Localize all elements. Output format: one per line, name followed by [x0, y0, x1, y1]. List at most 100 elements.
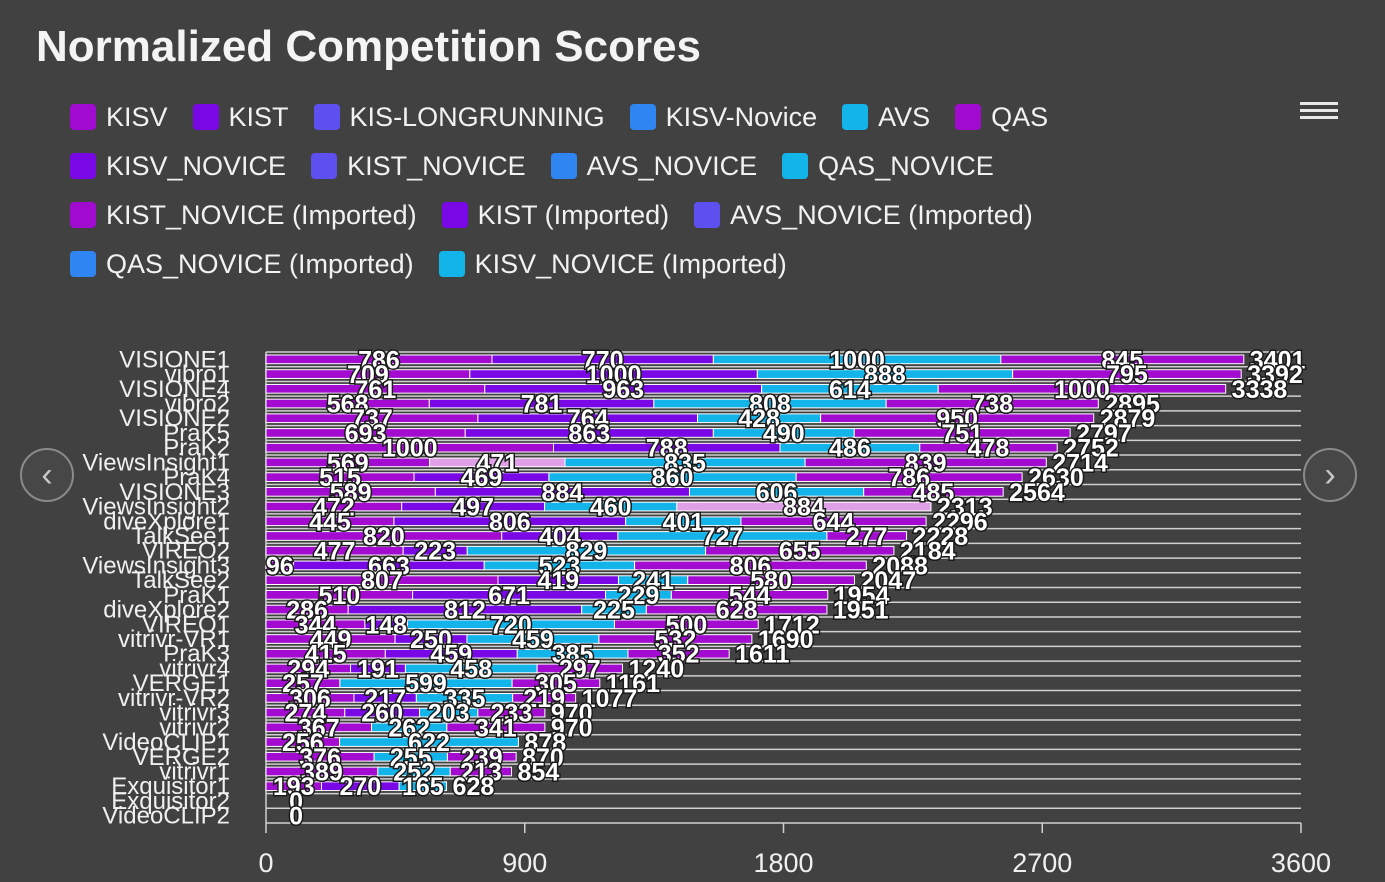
segment-value-label: 860	[652, 464, 694, 492]
segment-value-label: 213	[460, 758, 502, 786]
legend-item[interactable]: KIST_NOVICE	[311, 151, 526, 181]
x-tick-label: 3600	[1271, 848, 1331, 878]
legend-item[interactable]: KIST	[192, 102, 289, 132]
category-label: Exquisitor1	[111, 773, 230, 800]
legend-item[interactable]: KIST (Imported)	[441, 200, 669, 230]
segment-value-label: 352	[658, 641, 700, 669]
segment-value-label: 820	[363, 523, 405, 551]
legend-item[interactable]: KISV-Novice	[629, 102, 817, 132]
segment-value-label: 404	[539, 523, 581, 551]
category-label: VideoCLIP2	[102, 803, 230, 830]
segment-value-label: 252	[393, 758, 435, 786]
legend-swatch	[438, 251, 465, 277]
segment-value-label: 385	[552, 641, 594, 669]
legend-item[interactable]: KISV	[70, 102, 168, 132]
bar-segment	[863, 486, 1004, 497]
x-tick-label: 1800	[753, 848, 813, 878]
segment-value-label: 255	[390, 744, 432, 772]
legend-item[interactable]: KIST_NOVICE (Imported)	[70, 200, 417, 230]
category-label: VIREO1	[142, 611, 230, 638]
legend-item[interactable]: AVS_NOVICE	[550, 151, 757, 181]
segment-value-label: 781	[521, 391, 563, 419]
segment-value-label: 477	[314, 538, 356, 566]
segment-value-label: 500	[665, 611, 707, 639]
segment-value-label: 580	[750, 567, 792, 595]
segment-value-label: 709	[347, 361, 389, 389]
legend-swatch	[629, 104, 656, 130]
legend-swatch	[70, 251, 96, 277]
legend-item[interactable]: QAS_NOVICE (Imported)	[70, 249, 414, 279]
bar-segment	[613, 619, 759, 630]
segment-value-label: 770	[582, 346, 624, 374]
segment-value-label: 260	[361, 700, 403, 728]
legend-swatch	[441, 202, 468, 228]
segment-value-label: 257	[282, 670, 324, 698]
bar-segment	[398, 781, 448, 792]
segment-value-label: 148	[365, 611, 407, 639]
segment-value-label: 223	[414, 538, 456, 566]
legend-label: QAS	[991, 101, 1049, 132]
category-label: VISIONE4	[119, 376, 230, 403]
bar-segment	[536, 663, 623, 674]
segment-value-label: 165	[402, 773, 444, 801]
segment-value-label: 367	[298, 714, 340, 742]
bar-segment	[853, 428, 1071, 438]
total-value-label: 2047	[861, 567, 917, 595]
legend-item[interactable]: KISV_NOVICE (Imported)	[438, 249, 787, 279]
chevron-left-icon: ‹	[41, 455, 53, 494]
bar-segment	[339, 737, 519, 747]
category-label: PraK1	[163, 582, 230, 609]
total-value-label: 3338	[1232, 376, 1288, 404]
segment-value-label: 515	[319, 464, 361, 492]
total-value-label: 870	[522, 744, 564, 772]
segment-value-label: 256	[282, 729, 324, 757]
total-value-label: 628	[453, 773, 495, 801]
x-tick-label: 0	[258, 848, 273, 878]
legend-item[interactable]: AVS	[842, 102, 930, 132]
total-value-label: 2797	[1076, 420, 1132, 448]
legend-item[interactable]: KISV_NOVICE	[70, 151, 286, 181]
legend-item[interactable]: QAS	[955, 102, 1048, 132]
hamburger-menu-icon[interactable]	[1300, 98, 1338, 128]
segment-value-label: 471	[476, 449, 518, 477]
legend-swatch	[955, 104, 982, 130]
segment-value-label: 459	[512, 626, 554, 654]
segment-value-label: 764	[567, 405, 609, 433]
legend-label: KIST_NOVICE	[347, 150, 526, 181]
total-value-label: 0	[289, 803, 303, 831]
total-value-label: 2895	[1104, 391, 1160, 419]
segment-value-label: 835	[664, 449, 706, 477]
segment-value-label: 469	[461, 464, 503, 492]
segment-value-label: 286	[286, 597, 328, 625]
segment-value-label: 786	[888, 464, 930, 492]
category-label: diveXplore2	[103, 597, 230, 624]
segment-value-label: 419	[537, 567, 579, 595]
segment-value-label: 589	[330, 479, 372, 507]
segment-value-label: 808	[749, 391, 791, 419]
row-lines	[265, 351, 1301, 824]
total-value-label: 2564	[1009, 479, 1065, 507]
prev-button[interactable]: ‹	[20, 448, 74, 502]
next-button[interactable]: ›	[1303, 448, 1357, 502]
segment-value-label: 751	[941, 420, 983, 448]
total-value-label: 2313	[937, 494, 993, 522]
segment-value-label: 963	[602, 376, 644, 404]
category-label: vitrivr1	[159, 758, 230, 785]
bar-segment	[804, 457, 1047, 468]
x-tick-label: 2700	[1012, 848, 1072, 878]
segment-value-label: 233	[491, 700, 533, 728]
total-value-label: 1954	[834, 582, 890, 610]
segment-value-label: 96	[266, 552, 294, 580]
total-value-label: 3401	[1250, 346, 1306, 374]
chart-title: Normalized Competition Scores	[36, 22, 702, 71]
category-label: ViewsInsight1	[82, 449, 230, 476]
total-value-label: 878	[524, 729, 566, 757]
category-label: PraK5	[163, 420, 230, 447]
segment-value-label: 737	[351, 405, 393, 433]
legend-item[interactable]: AVS_NOVICE (Imported)	[694, 200, 1033, 230]
legend-item[interactable]: KIS-LONGRUNNING	[313, 102, 605, 132]
x-axis: 0 900 1800 2700 3600	[258, 823, 1331, 878]
legend-item[interactable]: QAS_NOVICE	[782, 151, 994, 181]
segment-value-label: 486	[829, 435, 871, 463]
segment-value-label: 250	[410, 626, 452, 654]
